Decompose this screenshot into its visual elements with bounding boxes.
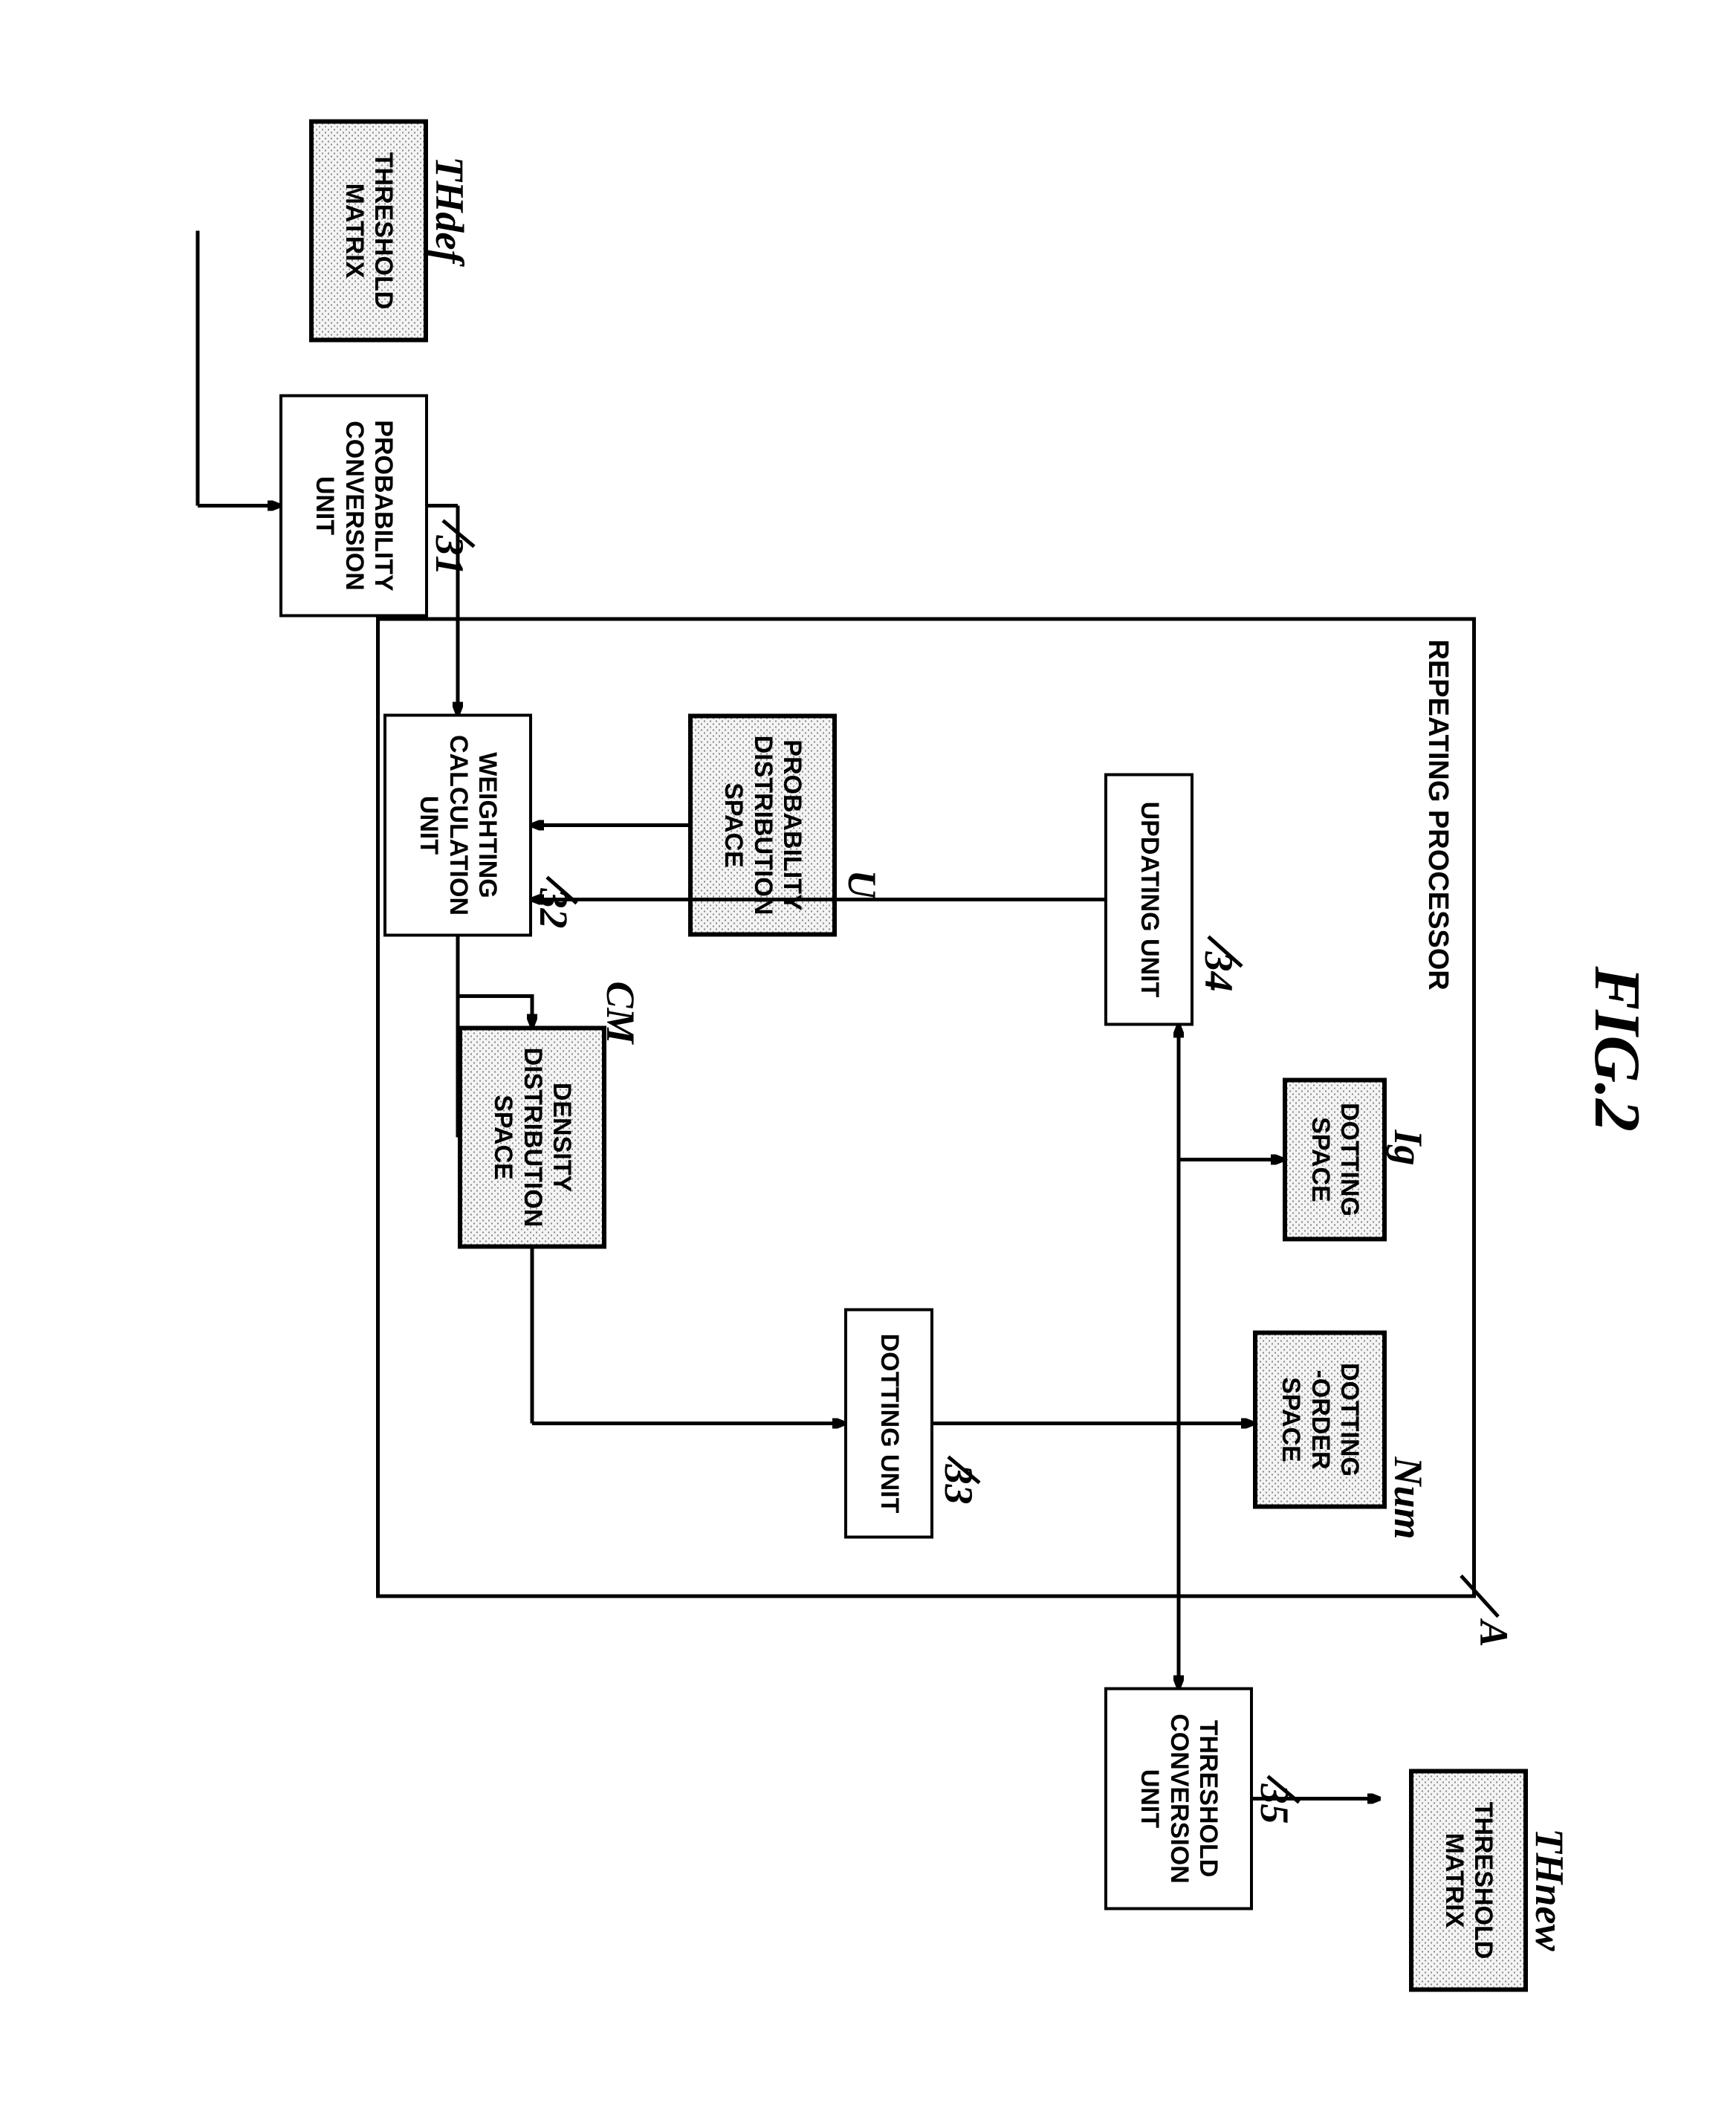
ref-31: 31 (427, 535, 473, 575)
u-label: U (839, 869, 885, 898)
cm-label: CM (597, 981, 644, 1043)
wcu-text: WEIGHTINGCALCULATIONUNIT (414, 735, 501, 915)
density-distribution-space: DENSITYDISTRIBUTIONSPACE (458, 1025, 606, 1248)
dotting-order-space: DOTTING-ORDERSPACE (1253, 1330, 1387, 1508)
probability-distribution-space: PROBABILITYDISTRIBUTIONSPACE (688, 713, 837, 936)
ref-35: 35 (1251, 1783, 1298, 1824)
du-text: DOTTING UNIT (874, 1333, 903, 1513)
threshold-conversion-unit: THRESHOLDCONVERSIONUNIT (1104, 1687, 1253, 1910)
threshold-matrix-in: THRESHOLDMATRIX (309, 119, 428, 342)
num-label: Num (1385, 1456, 1431, 1539)
cm-text: DENSITYDISTRIBUTIONSPACE (488, 1047, 575, 1227)
ref-32: 32 (531, 888, 577, 928)
pds-text: PROBABILITYDISTRIBUTIONSPACE (719, 735, 806, 915)
dotting-unit: DOTTING UNIT (844, 1308, 933, 1538)
threshold-matrix-in-text: THRESHOLDMATRIX (340, 152, 398, 309)
updating-unit: UPDATING UNIT (1104, 773, 1194, 1025)
repeating-processor-label: REPEATING PROCESSOR (1422, 639, 1454, 990)
dotting-space: DOTTINGSPACE (1283, 1077, 1387, 1241)
ref-33: 33 (936, 1464, 982, 1504)
thnew-label: THnew (1526, 1828, 1573, 1951)
threshold-matrix-out: THRESHOLDMATRIX (1409, 1769, 1528, 1991)
figure-title: FIG.2 (1579, 966, 1654, 1132)
probability-conversion-unit: PROBABILITYCONVERSIONUNIT (279, 394, 428, 617)
frame-leader-label: A (1471, 1620, 1517, 1647)
num-text: DOTTING-ORDERSPACE (1276, 1363, 1363, 1477)
ref-34: 34 (1196, 951, 1242, 991)
thdef-label: THdef (427, 156, 473, 263)
tcu-text: THRESHOLDCONVERSIONUNIT (1135, 1714, 1222, 1884)
ig-label: Ig (1385, 1129, 1431, 1165)
upd-text: UPDATING UNIT (1134, 801, 1163, 997)
threshold-matrix-out-text: THRESHOLDMATRIX (1439, 1801, 1497, 1959)
pcu-text: PROBABILITYCONVERSIONUNIT (310, 420, 397, 591)
weighting-calculation-unit: WEIGHTINGCALCULATIONUNIT (383, 713, 532, 936)
ig-text: DOTTINGSPACE (1306, 1103, 1364, 1216)
